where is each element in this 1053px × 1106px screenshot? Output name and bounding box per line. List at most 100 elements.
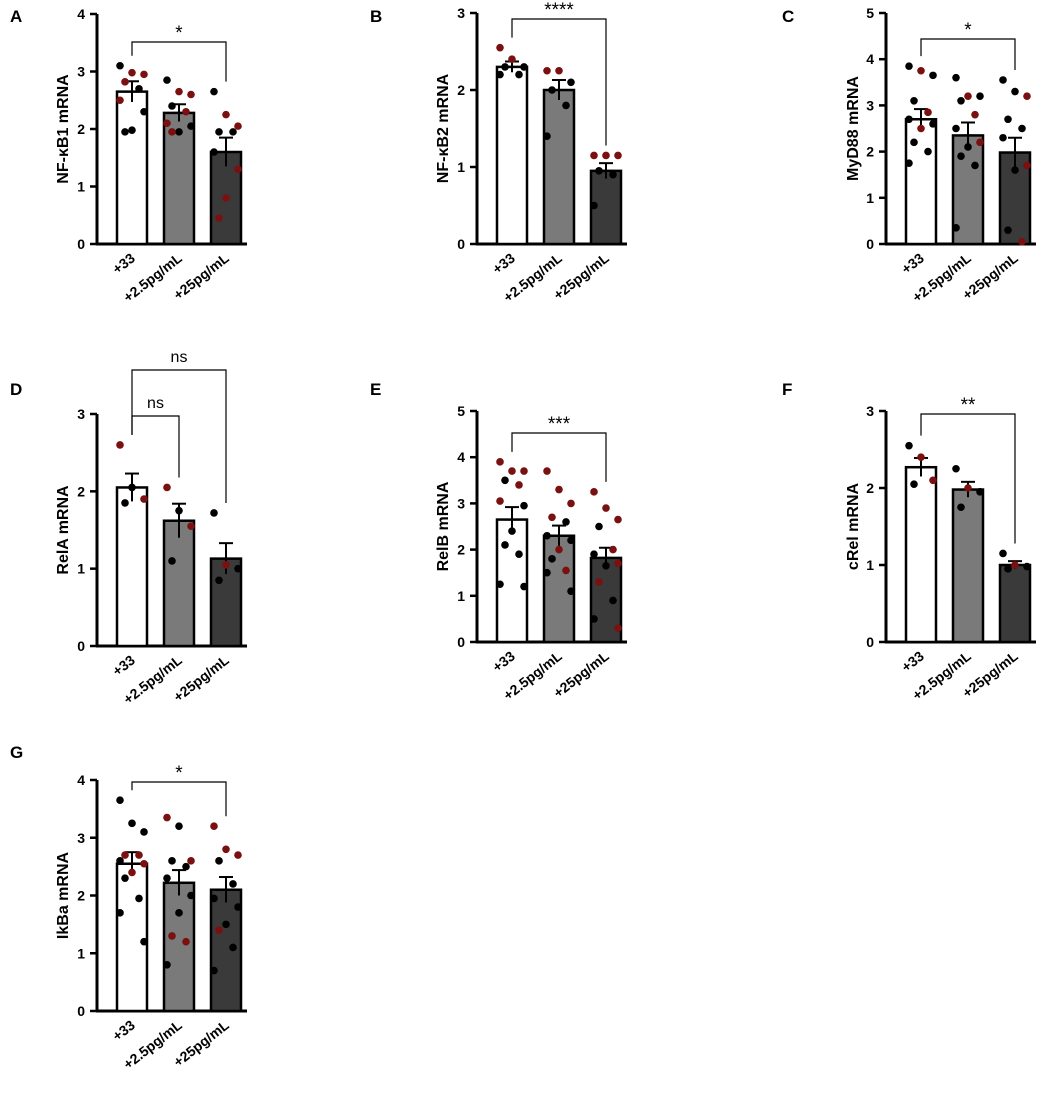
data-point bbox=[135, 851, 143, 859]
data-point bbox=[555, 485, 563, 494]
y-tick-label: 0 bbox=[866, 634, 874, 650]
data-point bbox=[543, 531, 551, 540]
data-point bbox=[121, 128, 129, 136]
y-axis-label: cRel mRNA bbox=[845, 482, 862, 570]
data-point bbox=[590, 488, 598, 496]
y-tick-label: 3 bbox=[866, 97, 874, 113]
data-point bbox=[957, 96, 965, 105]
data-point bbox=[595, 522, 603, 531]
data-point bbox=[1018, 237, 1026, 246]
data-point bbox=[116, 96, 124, 105]
data-point bbox=[520, 467, 528, 475]
data-point bbox=[128, 68, 136, 77]
data-point bbox=[496, 43, 504, 52]
panel-letter: F bbox=[782, 380, 792, 399]
data-point bbox=[210, 894, 218, 903]
data-point bbox=[905, 115, 913, 124]
bar bbox=[495, 518, 529, 644]
data-point bbox=[222, 110, 230, 119]
y-tick-label: 3 bbox=[457, 5, 465, 21]
data-point bbox=[210, 822, 218, 830]
data-point bbox=[116, 857, 124, 865]
y-tick-label: 4 bbox=[77, 6, 85, 22]
y-tick-label: 5 bbox=[866, 5, 874, 21]
y-tick-label: 5 bbox=[457, 403, 465, 419]
data-point bbox=[917, 453, 925, 462]
y-tick-label: 3 bbox=[866, 403, 874, 419]
data-point bbox=[590, 151, 598, 160]
y-axis-label: IkBa mRNA bbox=[55, 851, 72, 939]
data-point bbox=[1011, 166, 1019, 174]
data-point bbox=[140, 937, 148, 946]
data-point bbox=[163, 813, 171, 822]
data-point bbox=[590, 615, 598, 623]
significance-bracket bbox=[511, 18, 607, 146]
data-point bbox=[229, 128, 237, 136]
data-point bbox=[496, 580, 504, 589]
data-point bbox=[210, 148, 218, 156]
data-point bbox=[976, 92, 984, 100]
data-point bbox=[163, 961, 171, 969]
data-point bbox=[128, 819, 136, 828]
significance-bracket bbox=[131, 41, 227, 82]
data-point bbox=[520, 582, 528, 591]
data-point bbox=[976, 138, 984, 147]
data-point bbox=[614, 151, 622, 160]
y-tick-label: 1 bbox=[457, 159, 465, 175]
data-point bbox=[168, 102, 176, 110]
data-point bbox=[602, 504, 610, 512]
panel-letter: C bbox=[782, 7, 794, 26]
y-tick-label: 3 bbox=[77, 830, 85, 846]
data-point bbox=[508, 467, 516, 475]
y-axis-label: NF-κB2 mRNA bbox=[435, 73, 452, 183]
y-tick-label: 4 bbox=[866, 51, 874, 67]
data-point bbox=[234, 564, 242, 573]
significance-bracket bbox=[131, 369, 227, 503]
y-tick-label: 2 bbox=[77, 121, 85, 137]
data-point bbox=[520, 501, 528, 510]
data-point bbox=[215, 576, 223, 585]
bar bbox=[542, 88, 576, 246]
data-point bbox=[182, 862, 190, 871]
data-point bbox=[543, 568, 551, 577]
data-point bbox=[163, 119, 171, 128]
y-tick-label: 2 bbox=[77, 483, 85, 499]
data-point bbox=[999, 76, 1007, 84]
data-point bbox=[508, 527, 516, 535]
data-point bbox=[567, 499, 575, 508]
data-point bbox=[496, 70, 504, 79]
data-point bbox=[952, 464, 960, 473]
category-label: +33 bbox=[489, 648, 518, 675]
data-point bbox=[567, 78, 575, 87]
y-axis-label: RelA mRNA bbox=[55, 485, 72, 575]
bar bbox=[495, 65, 529, 246]
data-point bbox=[609, 545, 617, 554]
data-point bbox=[215, 214, 223, 222]
category-label: +33 bbox=[109, 250, 138, 277]
bar bbox=[115, 862, 149, 1013]
y-tick-label: 1 bbox=[866, 190, 874, 206]
bar bbox=[115, 90, 149, 246]
data-point bbox=[140, 107, 148, 116]
category-label: +33 bbox=[898, 648, 927, 675]
data-point bbox=[609, 596, 617, 605]
data-point bbox=[121, 874, 129, 882]
bar bbox=[162, 881, 196, 1013]
data-point bbox=[501, 476, 509, 485]
data-point bbox=[163, 76, 171, 84]
y-tick-label: 0 bbox=[866, 236, 874, 252]
data-point bbox=[116, 441, 124, 449]
data-point bbox=[548, 555, 556, 563]
y-tick-label: 3 bbox=[77, 64, 85, 80]
data-point bbox=[121, 851, 129, 859]
data-point bbox=[924, 147, 932, 156]
data-point bbox=[971, 110, 979, 119]
data-point bbox=[1011, 561, 1019, 569]
significance-label: * bbox=[175, 763, 183, 784]
y-tick-label: 0 bbox=[457, 236, 465, 252]
